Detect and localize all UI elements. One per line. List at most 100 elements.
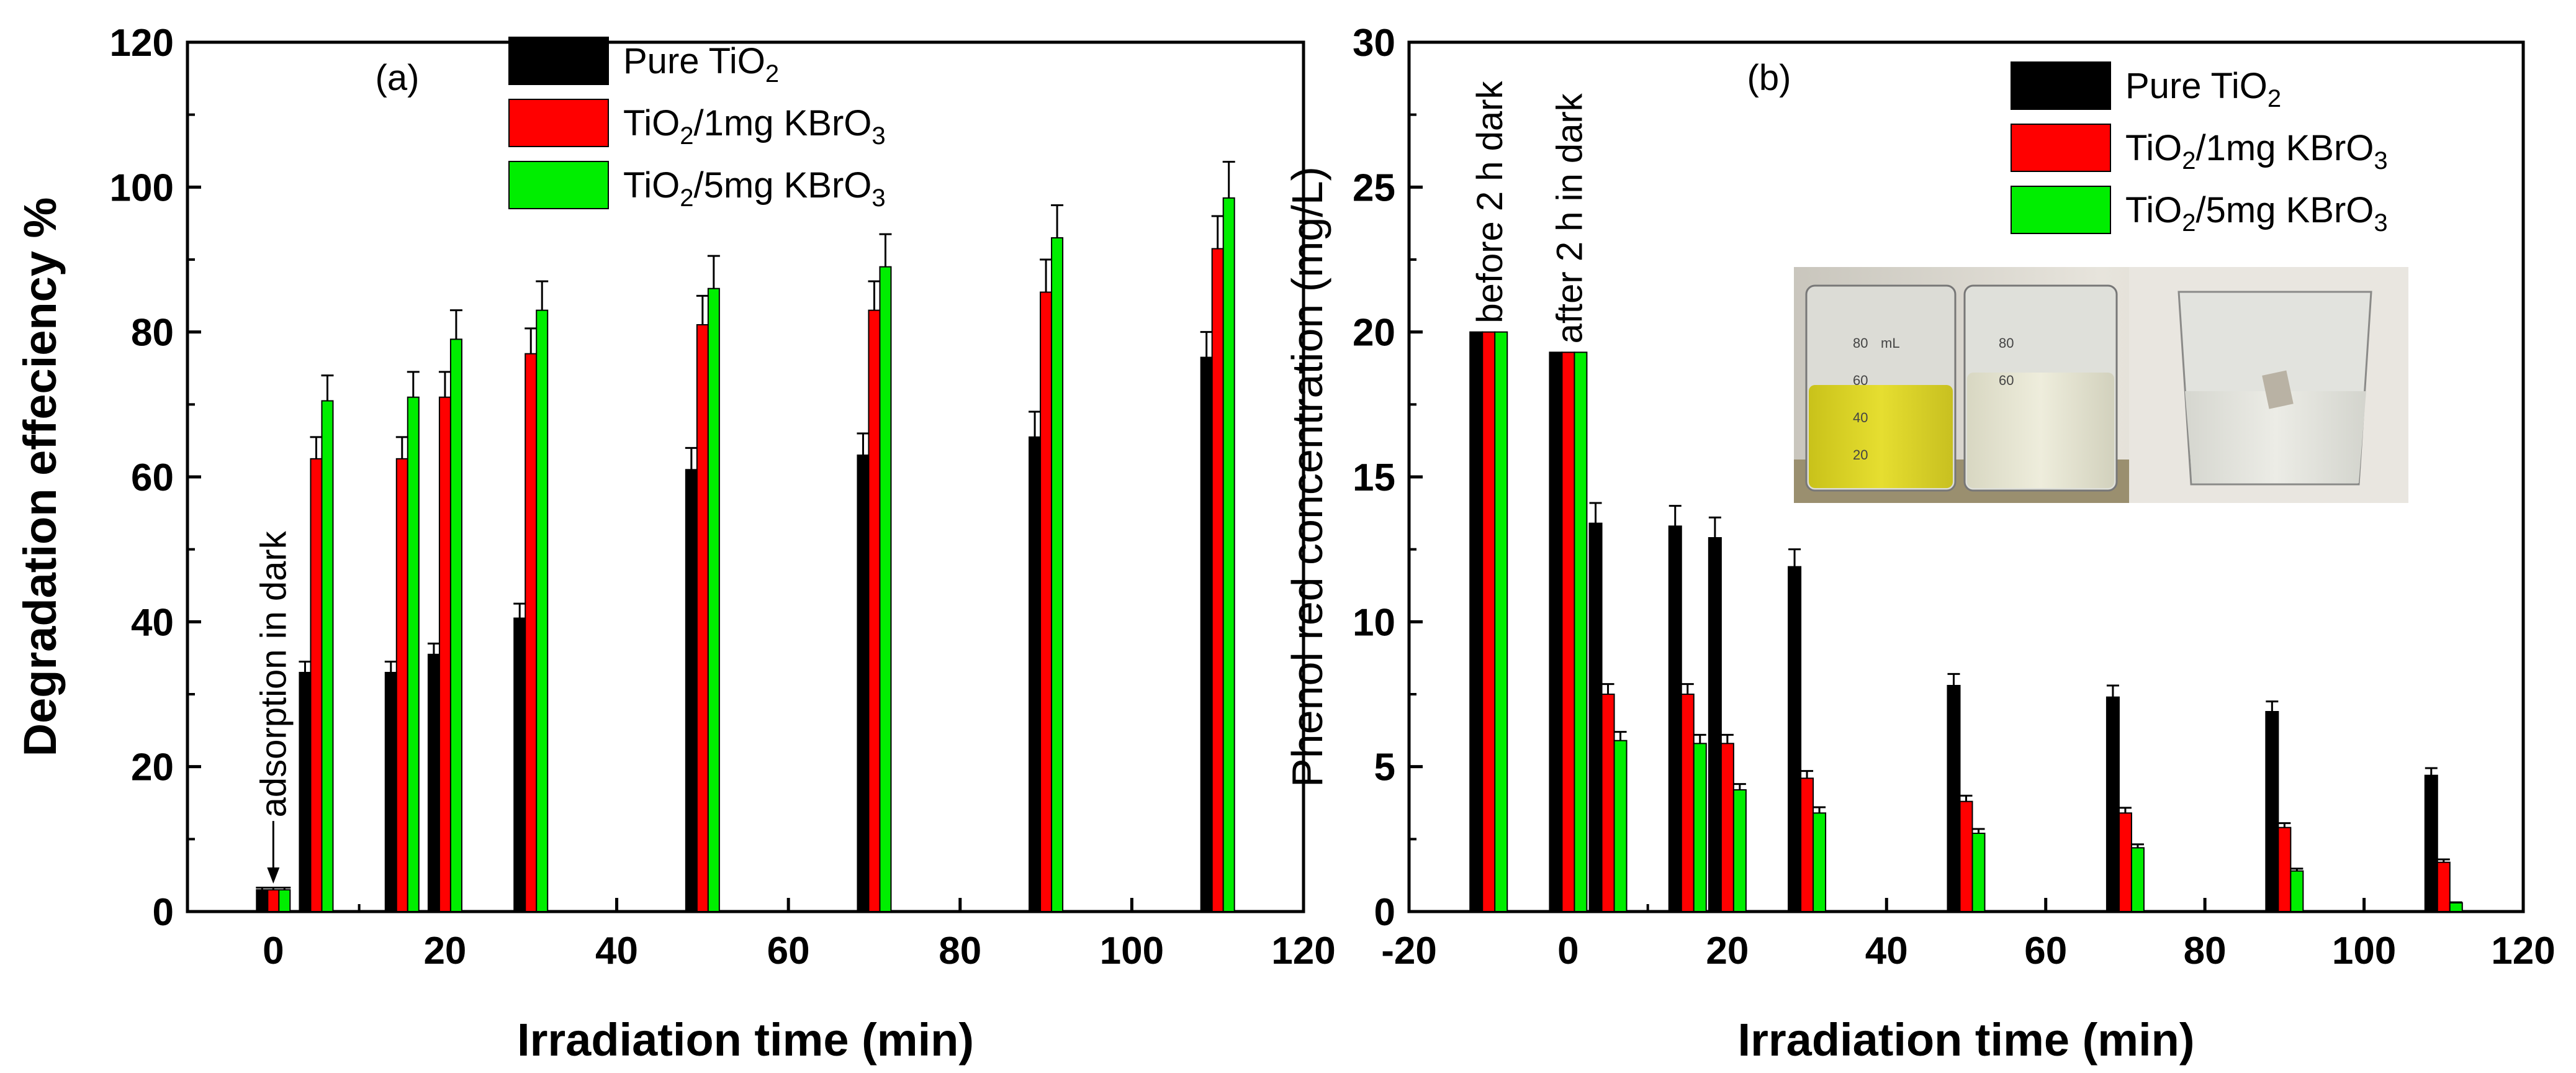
x-tick-label: 20	[423, 930, 466, 972]
x-tick-label: 80	[939, 930, 981, 972]
bar-tio2-5mg-kbro3	[1813, 812, 1827, 913]
bar-tio2-5mg-kbro3	[879, 266, 892, 913]
bar-pure-tio2	[513, 617, 526, 912]
panel-label: (a)	[376, 58, 420, 98]
bar-tio2-5mg-kbro3	[1732, 789, 1747, 912]
bar-pure-tio2	[1588, 522, 1603, 912]
y-axis-label: Degradation effeciency %	[14, 197, 66, 757]
y-tick-label: 80	[131, 312, 174, 355]
legend-swatch	[508, 161, 609, 209]
legend-entry: TiO2/1mg KBrO3	[2125, 128, 2388, 174]
beaker-mark-20: 20	[1853, 447, 1868, 463]
x-tick-label: 20	[1706, 930, 1749, 972]
beaker2-mark-60: 60	[1999, 373, 2014, 388]
bar-tio2-1mg-kbro3	[438, 396, 451, 912]
bar-tio2-5mg-kbro3	[1971, 833, 1986, 912]
bar-pure-tio2	[2105, 696, 2120, 912]
bar-pure-tio2	[857, 455, 870, 912]
x-tick-label: 40	[595, 930, 638, 972]
bar-tio2-1mg-kbro3	[2277, 826, 2292, 912]
bar-pure-tio2	[1668, 525, 1682, 912]
bar-tio2-1mg-kbro3	[1800, 777, 1814, 913]
bar-tio2-1mg-kbro3	[2118, 812, 2132, 913]
bar-tio2-5mg-kbro3	[1693, 743, 1707, 913]
y-tick-label: 30	[1353, 22, 1395, 65]
bar-tio2-5mg-kbro3	[407, 396, 420, 912]
bar-pure-tio2	[256, 889, 269, 912]
y-tick-label: 25	[1353, 166, 1395, 209]
y-tick-label: 40	[131, 601, 174, 644]
legend-entry: TiO2/1mg KBrO3	[623, 103, 886, 150]
bar-tio2-5mg-kbro3	[2290, 870, 2304, 912]
legend-swatch	[2011, 61, 2111, 110]
y-tick-label: 60	[131, 456, 174, 499]
bar-pure-tio2	[1788, 566, 1802, 912]
y-axis-label: Phenol red concentration (mg/L)	[1283, 166, 1331, 787]
legend-entry: TiO2/5mg KBrO3	[623, 165, 886, 212]
y-tick-label: 120	[110, 22, 174, 65]
bar-tio2-1mg-kbro3	[310, 458, 323, 912]
y-tick-label: 0	[1374, 891, 1395, 934]
bar-tio2-1mg-kbro3	[1211, 248, 1224, 912]
x-tick-label: 0	[263, 930, 284, 972]
bar-tio2-5mg-kbro3	[1613, 740, 1628, 912]
bar-tio2-1mg-kbro3	[2436, 861, 2451, 912]
bar-pure-tio2	[1947, 685, 1961, 912]
bar-pure-tio2	[1469, 331, 1484, 912]
beaker2-mark-80: 80	[1999, 335, 2014, 351]
bar-pure-tio2	[1029, 436, 1042, 912]
bar-tio2-5mg-kbro3	[1574, 351, 1588, 912]
bar-tio2-1mg-kbro3	[1040, 291, 1053, 912]
x-tick-label: 80	[2184, 930, 2227, 972]
bar-pure-tio2	[427, 653, 440, 913]
y-tick-label: 0	[153, 891, 174, 934]
y-tick-label: 15	[1353, 456, 1395, 499]
bar-tio2-5mg-kbro3	[278, 889, 291, 912]
annotation-before-dark: before 2 h dark	[1470, 81, 1510, 324]
x-tick-label: -20	[1381, 930, 1437, 972]
x-tick-label: 100	[1100, 930, 1164, 972]
legend-entry: TiO2/5mg KBrO3	[2125, 190, 2388, 237]
bar-tio2-1mg-kbro3	[525, 353, 538, 912]
x-tick-label: 40	[1865, 930, 1908, 972]
legend-entry: Pure TiO2	[2125, 66, 2281, 112]
bar-tio2-5mg-kbro3	[321, 400, 334, 912]
bar-tio2-5mg-kbro3	[1222, 197, 1235, 912]
x-tick-label: 120	[1271, 930, 1335, 972]
bar-pure-tio2	[384, 672, 397, 912]
bar-tio2-5mg-kbro3	[2130, 847, 2145, 913]
x-tick-label: 100	[2332, 930, 2396, 972]
bar-tio2-1mg-kbro3	[868, 309, 881, 912]
bar-pure-tio2	[1200, 356, 1213, 912]
beaker-mark-80: 80	[1853, 335, 1868, 351]
bar-tio2-1mg-kbro3	[1482, 331, 1496, 912]
y-tick-label: 20	[1353, 312, 1395, 355]
legend-swatch	[2011, 186, 2111, 234]
bar-tio2-1mg-kbro3	[1680, 694, 1695, 912]
bar-pure-tio2	[299, 672, 312, 912]
x-tick-label: 60	[767, 930, 810, 972]
annotation-arrowhead	[267, 867, 280, 884]
bar-tio2-5mg-kbro3	[536, 309, 549, 912]
bar-tio2-5mg-kbro3	[1051, 237, 1064, 912]
bar-tio2-5mg-kbro3	[449, 338, 462, 912]
x-tick-label: 120	[2491, 930, 2555, 972]
bar-tio2-1mg-kbro3	[1561, 351, 1575, 912]
y-tick-label: 100	[110, 166, 174, 209]
x-tick-label: 0	[1557, 930, 1578, 972]
annotation-after-dark: after 2 h in dark	[1549, 93, 1590, 343]
beaker-mark-60: 60	[1853, 373, 1868, 388]
y-tick-label: 20	[131, 746, 174, 789]
panel-label: (b)	[1747, 58, 1791, 98]
legend-swatch	[508, 99, 609, 147]
bar-pure-tio2	[685, 469, 698, 912]
bar-tio2-5mg-kbro3	[1494, 331, 1508, 912]
x-tick-label: 60	[2024, 930, 2067, 972]
bar-tio2-1mg-kbro3	[267, 889, 280, 912]
bar-tio2-1mg-kbro3	[696, 324, 709, 912]
bar-tio2-1mg-kbro3	[1959, 800, 1973, 912]
legend-swatch	[2011, 124, 2111, 172]
bar-tio2-5mg-kbro3	[707, 287, 720, 912]
